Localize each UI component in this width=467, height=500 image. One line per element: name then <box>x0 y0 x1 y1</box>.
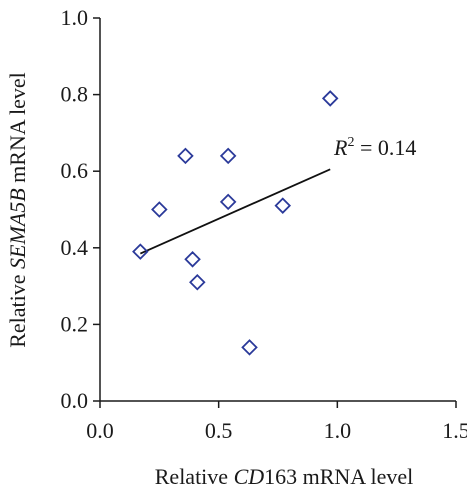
data-point-diamond <box>321 90 339 107</box>
x-axis-title-prefix: Relative <box>155 464 234 489</box>
x-tick-label: 1.5 <box>442 418 467 443</box>
r-squared-annotation: R2 = 0.14 <box>333 135 416 160</box>
y-axis-title-prefix: Relative <box>5 269 30 348</box>
y-tick-label: 0.6 <box>61 158 89 183</box>
y-tick-label: 0.0 <box>61 388 89 413</box>
data-point-diamond <box>177 147 194 165</box>
y-tick-label: 0.8 <box>61 82 89 107</box>
data-point-diamond <box>241 339 258 356</box>
y-axis-title-rest: mRNA level <box>5 72 30 188</box>
y-tick-label: 1.0 <box>61 5 89 30</box>
r-squared-value: = 0.14 <box>354 135 416 160</box>
r-squared-superscript: 2 <box>347 135 354 150</box>
x-tick-label: 1.0 <box>324 418 352 443</box>
data-point-diamond <box>189 273 206 291</box>
x-tick-label: 0.0 <box>86 418 114 443</box>
y-axis-title-gene: SEMA5B <box>5 188 30 269</box>
x-axis-title: Relative CD163 mRNA level <box>155 464 413 489</box>
ticks: 0.0 0.5 1.0 1.5 0.0 0.2 0.4 0.6 0.8 1.0 <box>61 5 467 443</box>
axes <box>99 18 456 402</box>
y-axis-title: Relative SEMA5B mRNA level <box>5 72 30 348</box>
data-points <box>132 90 339 356</box>
x-axis-title-rest: 163 mRNA level <box>264 464 413 489</box>
y-tick-label: 0.2 <box>61 311 89 336</box>
r-squared-base: R <box>333 135 348 160</box>
data-point-diamond <box>219 193 237 211</box>
x-axis-title-gene: CD <box>234 464 265 489</box>
data-point-diamond <box>151 201 168 218</box>
data-point-diamond <box>274 197 292 214</box>
trendline <box>139 168 331 255</box>
x-tick-label: 0.5 <box>205 418 233 443</box>
data-point-diamond <box>184 251 201 268</box>
data-point-diamond <box>132 243 149 260</box>
trendline-group <box>139 168 331 255</box>
y-tick-label: 0.4 <box>61 235 89 260</box>
data-point-diamond <box>219 147 237 165</box>
